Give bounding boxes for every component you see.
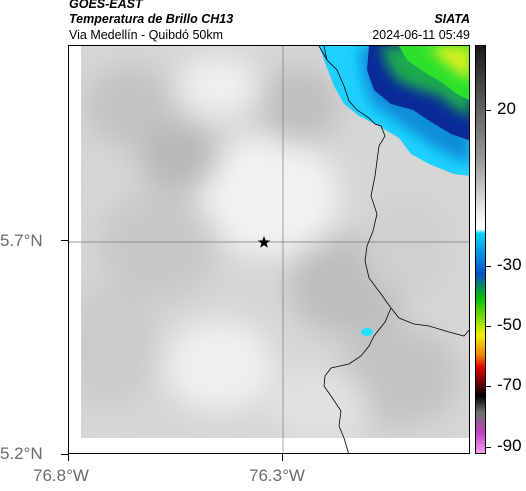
colorbar-label-minus70: -70: [497, 375, 522, 394]
colorbar-tick: [486, 386, 491, 387]
colorbar-tick: [486, 447, 491, 448]
colorbar-tick: [486, 266, 491, 267]
lat-tick-upper: [61, 240, 68, 241]
lon-tick-right: [282, 454, 283, 461]
colorbar-label-minus30: -30: [497, 255, 522, 274]
location-star-marker[interactable]: [257, 236, 271, 248]
gray-texture: [69, 56, 459, 441]
colorbar-tick: [486, 326, 491, 327]
colorbar-label-minus50: -50: [497, 315, 522, 334]
product-title: Temperatura de Brillo CH13: [69, 12, 234, 26]
cyan-spot: [361, 328, 373, 336]
region-label: Via Medellín - Quibdó 50km: [69, 28, 224, 42]
colorbar-tick: [486, 110, 491, 111]
boundary-line-east: [318, 46, 469, 337]
lon-tick-left: [68, 454, 69, 461]
satellite-map[interactable]: [68, 45, 470, 454]
colorbar-label-minus90: -90: [497, 436, 522, 455]
organization-label: SIATA: [434, 12, 470, 26]
lat-tick-lower: [61, 454, 68, 455]
colorbar-label-20: 20: [497, 99, 516, 118]
cold-cloud-region: [319, 46, 469, 176]
lat-label-upper: 5.7°N: [0, 231, 43, 250]
lon-label-right: 76.3°W: [249, 466, 305, 485]
boundary-line-south: [323, 307, 392, 453]
colorbar: [475, 45, 486, 454]
lat-label-lower: 5.2°N: [0, 444, 43, 463]
satellite-name: GOES-EAST: [69, 0, 143, 11]
map-svg: [69, 46, 469, 453]
datetime-label: 2024-06-11 05:49: [372, 28, 470, 42]
lon-label-left: 76.8°W: [33, 466, 89, 485]
